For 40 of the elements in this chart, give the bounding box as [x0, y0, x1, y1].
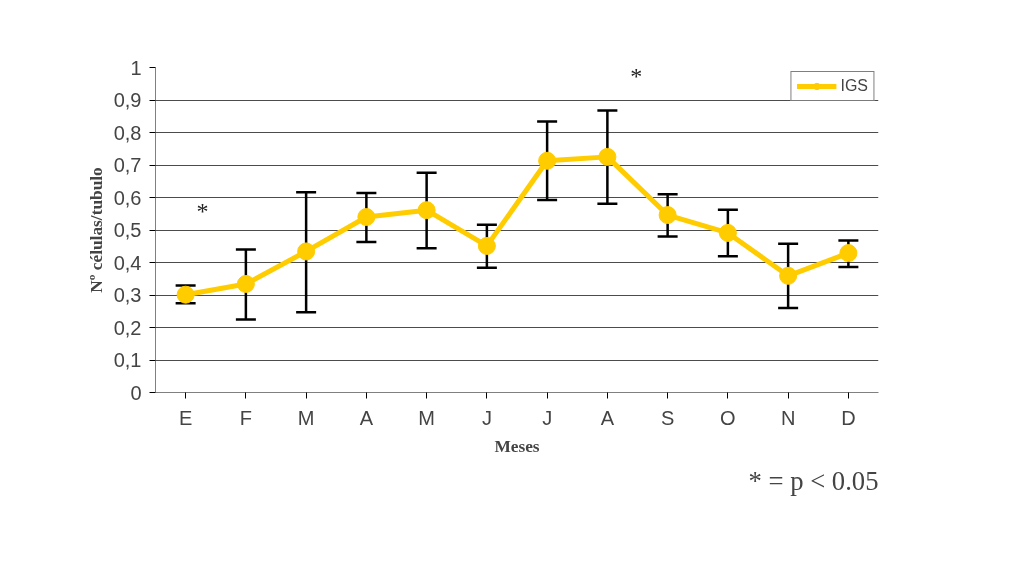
point — [538, 151, 557, 170]
x-tick-label: F — [239, 406, 252, 429]
x-tick-label: M — [297, 406, 315, 429]
legend-label: IGS — [840, 77, 868, 95]
y-tick-label: 0,2 — [113, 316, 142, 339]
y-tick-label: 0,4 — [113, 251, 142, 274]
point — [658, 206, 677, 225]
point — [417, 201, 436, 220]
text: * = p < 0.05 — [748, 465, 879, 496]
x-tick-label: O — [720, 406, 736, 429]
y-tick-label: 0 — [130, 381, 142, 404]
y-tick-label: 0,5 — [113, 219, 142, 241]
x-tick-label: N — [780, 406, 796, 429]
point — [236, 274, 255, 293]
point — [357, 208, 376, 226]
point — [718, 223, 737, 242]
y-tick-label: 0,3 — [113, 284, 142, 306]
point — [839, 244, 858, 263]
x-tick-label: J — [481, 406, 492, 429]
x-tick-label: S — [660, 406, 675, 429]
point — [477, 236, 496, 255]
x-tick-label: M — [418, 406, 435, 429]
x-tick-label: D — [841, 406, 856, 429]
y-tick-label: 0,9 — [113, 89, 142, 111]
y-tick-label: 1 — [130, 56, 142, 79]
point — [598, 147, 617, 166]
y-tick-label: 0,7 — [113, 154, 142, 176]
x-tick-label: A — [359, 406, 374, 429]
x-tick-label: J — [542, 406, 553, 429]
point — [779, 266, 798, 285]
y-tick-label: 0,1 — [113, 349, 142, 371]
y-axis-title: Nº células/tubulo — [86, 167, 106, 293]
x-axis-title: Meses — [494, 436, 540, 456]
annotation: * — [630, 62, 643, 89]
x-tick-label: E — [178, 406, 193, 429]
x-tick-label: A — [600, 406, 615, 429]
y-tick-label: 0,6 — [113, 186, 142, 209]
annotation: * — [196, 197, 209, 224]
point — [297, 242, 316, 261]
y-tick-label: 0,8 — [113, 121, 142, 144]
